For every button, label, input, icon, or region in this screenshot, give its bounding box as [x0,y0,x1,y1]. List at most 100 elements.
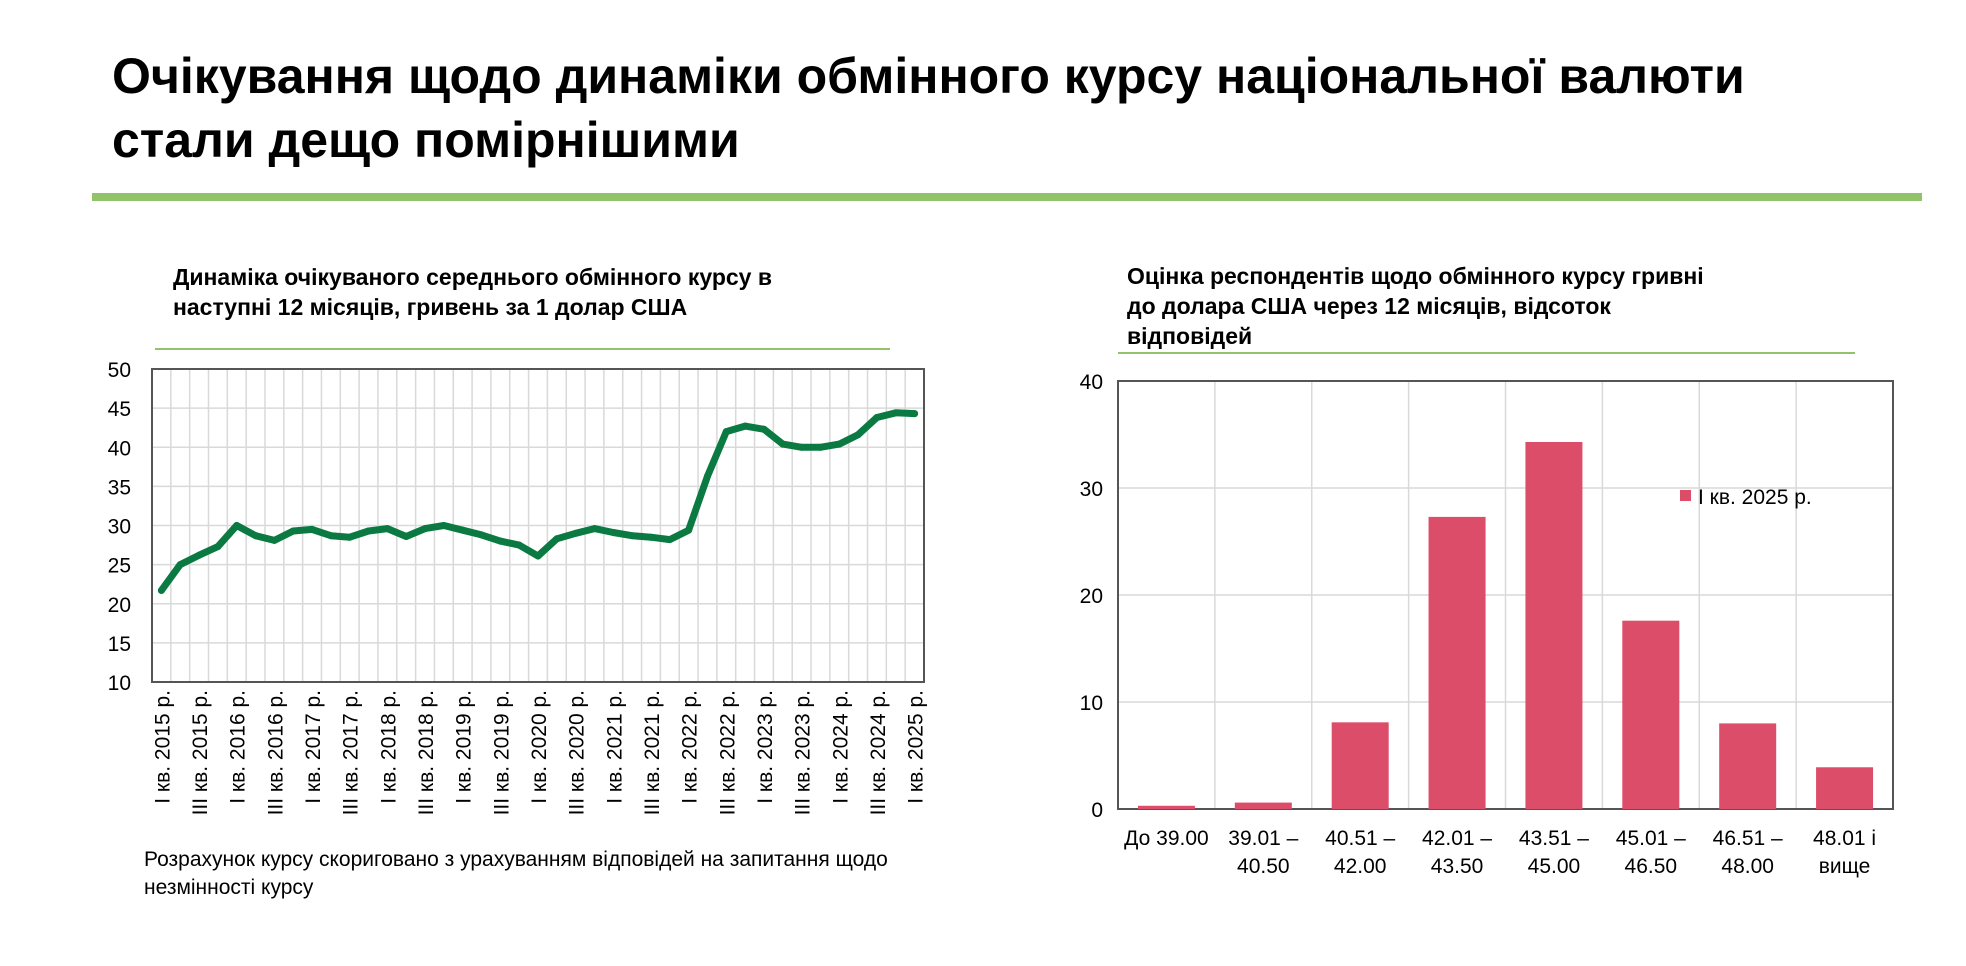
bar-chart-x-tick-label: 42.00 [1334,855,1387,878]
line-chart-point [854,431,862,439]
line-chart-y-tick-label: 50 [108,359,131,382]
line-chart-title-line-2: наступні 12 місяців, гривень за 1 долар … [173,294,688,320]
line-chart-point [666,536,674,544]
bar-chart-x-tick-label: 46.50 [1625,855,1678,878]
line-chart-point [383,525,391,533]
line-chart-x-tick-label: I кв. 2021 р. [603,690,626,804]
line-chart-x-tick-label: I кв. 2018 р. [377,690,400,804]
bar-chart-x-tick-label: 43.50 [1431,855,1484,878]
line-chart-point [572,529,580,537]
line-chart-point [270,536,278,544]
page-title: Очікування щодо динаміки обмінного курсу… [112,44,1912,172]
bar-chart-x-tick-label: 43.51 – [1519,827,1589,850]
line-chart-point [176,561,184,569]
line-chart-divider [155,348,890,350]
line-chart-point [157,586,165,594]
line-chart-x-tick-label: I кв. 2024 р. [829,690,852,804]
bar-chart-bar [1331,722,1389,809]
line-chart-point [703,472,711,480]
line-chart-x-tick-label: I кв. 2023 р. [754,690,777,804]
line-chart-point [346,533,354,541]
bar-chart-x-tick-label: 40.51 – [1325,827,1395,850]
line-chart-point [798,443,806,451]
line-chart-point [779,440,787,448]
line-chart-point [402,532,410,540]
line-chart-x-tick-label: I кв. 2020 р. [528,690,551,804]
bar-chart-x-tick-label: 48.01 і [1813,827,1876,850]
line-chart-x-tick-label: I кв. 2022 р. [679,690,702,804]
line-chart-point [760,425,768,433]
line-chart-point [647,533,655,541]
line-chart-point [835,440,843,448]
line-chart-point [365,527,373,535]
line-chart-point [478,531,486,539]
bar-chart-x-tick-label: 39.01 – [1228,827,1298,850]
line-chart-x-tick-label: I кв. 2025 р. [905,690,928,804]
line-chart-point [459,526,467,534]
bar-chart-x-tick-label: 42.01 – [1422,827,1492,850]
line-chart-x-tick-label: III кв. 2024 р. [867,690,890,815]
bar-chart-title-line-1: Оцінка респондентів щодо обмінного курсу… [1127,263,1704,289]
bar-chart-bar [1137,805,1195,809]
line-chart-x-tick-label: III кв. 2019 р. [490,690,513,815]
line-chart-x-tick-label: III кв. 2021 р. [641,690,664,815]
bar-chart-x-tick-label: До 39.00 [1124,827,1209,850]
line-chart-y-tick-label: 35 [108,476,131,499]
line-chart-point [722,428,730,436]
bar-chart-bar [1719,723,1777,809]
bar-chart-y-tick-label: 40 [1080,371,1103,394]
line-chart-point [327,532,335,540]
bar-chart-bar [1428,516,1486,809]
line-chart-point [233,522,241,529]
line-chart-y-tick-label: 20 [108,594,131,617]
line-chart-point [628,532,636,540]
line-chart-point [289,527,297,535]
line-chart-x-tick-label: I кв. 2019 р. [453,690,476,804]
bar-chart: 0 10 20 30 40 До 39.00 39.01 – 40.50 40.51 – 42.0… [1080,371,1894,878]
line-chart-y-tick-label: 40 [108,437,131,460]
bar-chart-legend-swatch [1680,490,1691,501]
page-title-line-2: стали дещо помірнішими [112,112,740,168]
bar-chart-title: Оцінка респондентів щодо обмінного курсу… [1127,261,1847,351]
line-chart-point [892,409,900,417]
title-divider [92,193,1922,201]
bar-chart-x-tick-label: 48.00 [1721,855,1774,878]
line-chart-point [911,410,919,418]
bar-chart-x-tick-label: 45.01 – [1616,827,1686,850]
line-chart-series-line [157,409,919,594]
line-chart-point [195,551,203,559]
line-chart-point [873,414,881,422]
line-chart-x-tick-label: III кв. 2023 р. [792,690,815,815]
line-chart-point [609,529,617,537]
line-chart-x-tick-label: I кв. 2015 р. [151,690,174,804]
line-chart-x-tick-label: III кв. 2020 р. [566,690,589,815]
bar-chart-y-tick-label: 20 [1080,585,1103,608]
bar-chart-bar [1525,441,1583,809]
bar-chart-bar [1816,767,1874,809]
line-chart-point [214,543,222,551]
line-chart-y-tick-label: 10 [108,672,131,695]
bar-chart-x-tick-label: 46.51 – [1713,827,1783,850]
line-chart-point [515,541,523,549]
bar-chart-x-tick-label: 45.00 [1528,855,1581,878]
line-chart-y-tick-label: 30 [108,516,131,539]
bar-chart-bar [1622,620,1680,809]
bar-chart-y-tick-label: 0 [1091,799,1103,822]
bar-chart-y-tick-label: 30 [1080,478,1103,501]
line-chart-title-line-1: Динаміка очікуваного середнього обмінног… [173,264,772,290]
line-chart-x-tick-label: III кв. 2022 р. [716,690,739,815]
bar-chart-plot-frame [1117,380,1894,810]
line-chart-point [816,443,824,451]
bar-chart-title-line-3: відповідей [1127,323,1253,349]
line-chart-y-tick-label: 25 [108,555,131,578]
line-chart-x-tick-label: I кв. 2016 р. [227,690,250,804]
line-chart-title: Динаміка очікуваного середнього обмінног… [173,262,873,322]
line-chart-point [590,525,598,533]
bar-chart-divider [1118,352,1855,354]
line-chart-point [440,522,448,529]
line-chart-y-tick-label: 45 [108,398,131,421]
bar-chart-title-line-2: до долара США через 12 місяців, відсоток [1127,293,1611,319]
line-chart-point [534,552,542,560]
bar-chart-y-tick-label: 10 [1080,692,1103,715]
